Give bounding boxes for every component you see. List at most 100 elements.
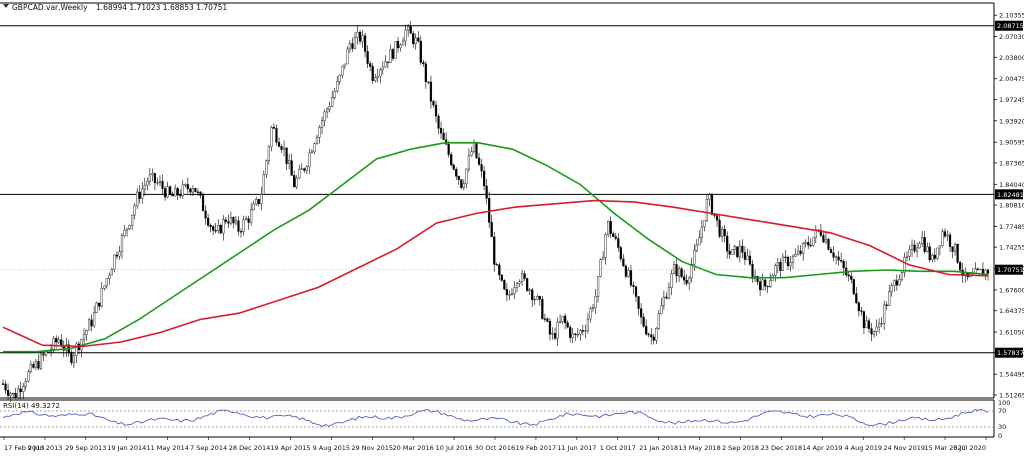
candle-body [733, 246, 736, 250]
candle-body [485, 185, 488, 199]
candle-body [685, 279, 688, 284]
candle-body [472, 142, 476, 152]
x-tick-label: 23 Dec 2018 [761, 444, 803, 452]
candle-body [538, 296, 541, 300]
candle-body [807, 242, 810, 246]
candle-body [710, 194, 714, 215]
candle-body [505, 289, 508, 296]
candle-body [959, 262, 962, 271]
candle-body [422, 62, 425, 65]
y-tick-label: 2.10355 [999, 12, 1024, 20]
candle-body [974, 268, 977, 274]
candle-body [591, 307, 595, 309]
candle-body [718, 219, 721, 237]
rsi-line [2, 408, 989, 427]
rsi-panel: RSI(14) 49.3272 100 70 30 0 [0, 399, 1010, 440]
candle-body [475, 142, 478, 159]
candle-body [893, 280, 896, 286]
candle-body [295, 177, 298, 188]
moving-average-line [3, 142, 989, 353]
candle-body [442, 132, 445, 141]
x-tick-label: 9 Aug 2015 [313, 444, 351, 452]
candle-body [346, 48, 349, 65]
candle-body [290, 160, 293, 176]
candle-body [55, 338, 58, 343]
candle-body [371, 66, 374, 81]
candle-body [551, 333, 554, 335]
candle-body [548, 321, 552, 335]
candle-body [404, 29, 407, 42]
candle-body [736, 246, 739, 258]
candle-body [143, 184, 146, 190]
candle-body [437, 115, 440, 129]
candle-body [267, 146, 270, 161]
x-tick-label: 29 Sep 2013 [65, 444, 106, 452]
candle-body [865, 320, 868, 329]
candle-body [169, 186, 172, 195]
candle-body [558, 321, 562, 323]
line-price-tag [995, 347, 1023, 358]
line-price-tag [995, 20, 1023, 31]
y-tick-label: 1.61050 [999, 329, 1024, 337]
x-tick-label: 2 Sep 2018 [722, 444, 759, 452]
candle-body [751, 264, 754, 279]
x-tick-label: 10 Jul 2016 [436, 444, 473, 452]
y-tick-label: 1.74255 [999, 244, 1024, 252]
x-tick-label: 28 Dec 2014 [229, 444, 271, 452]
candle-body [829, 249, 833, 253]
candle-body [579, 330, 582, 335]
candle-body [467, 155, 471, 170]
candle-body [769, 280, 772, 288]
candle-body [756, 276, 759, 282]
candle-body [37, 361, 40, 369]
candle-body [946, 234, 949, 237]
candle-body [19, 388, 22, 392]
candle-body [17, 388, 20, 399]
y-tick-label: 1.93920 [999, 117, 1024, 125]
candle-body [872, 331, 876, 335]
candle-body [358, 32, 362, 42]
candle-body [796, 250, 800, 255]
candle-body [4, 383, 7, 391]
candle-body [244, 218, 248, 220]
candle-body [721, 228, 724, 237]
candle-body [576, 334, 579, 336]
candle-body [726, 235, 729, 252]
candle-body [508, 294, 511, 296]
candle-body [490, 222, 493, 238]
candle-body [759, 281, 762, 290]
candle-body [566, 322, 569, 328]
candle-body [326, 108, 329, 113]
candle-body [386, 61, 389, 63]
dropdown-arrow-icon[interactable] [3, 4, 9, 8]
candle-body [824, 239, 828, 243]
candle-body [457, 176, 460, 180]
candle-body [374, 77, 377, 81]
candle-body [131, 214, 134, 226]
candle-body [409, 26, 412, 34]
x-tick-label: 14 Apr 2019 [802, 444, 842, 452]
candle-body [862, 311, 866, 329]
candle-body [647, 333, 650, 336]
candle-body [921, 237, 924, 244]
candle-body [138, 191, 141, 199]
candle-body [857, 302, 860, 311]
candle-body [898, 279, 901, 286]
candle-body [44, 351, 48, 356]
candle-body [401, 40, 405, 46]
candle-body [581, 330, 584, 332]
current-price-tag [995, 264, 1023, 275]
candle-body [82, 334, 86, 340]
candle-body [224, 219, 227, 222]
candle-body [293, 175, 296, 188]
candle-body [951, 246, 954, 252]
candle-body [338, 74, 341, 82]
line-price-label: 1.82481 [997, 191, 1024, 199]
candle-body [910, 244, 914, 250]
y-tick-label: 2.03800 [999, 54, 1024, 62]
candle-body [852, 279, 855, 294]
candle-body [1, 383, 5, 385]
candle-body [695, 244, 698, 251]
candle-body [480, 164, 483, 172]
